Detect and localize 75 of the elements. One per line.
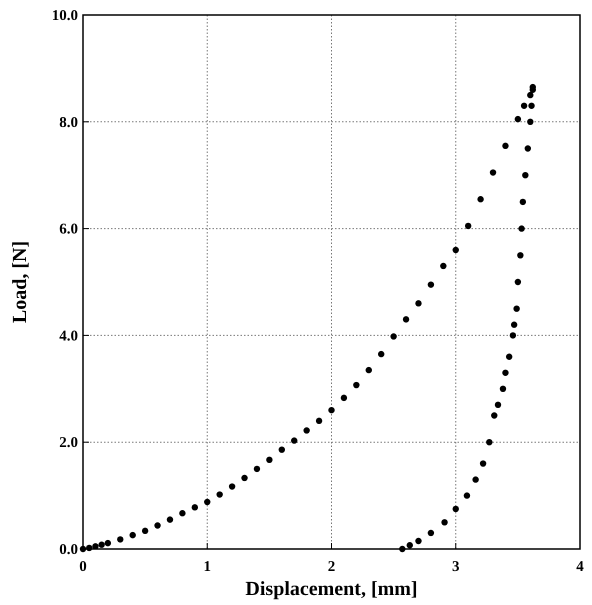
- y-axis-title: Load, [N]: [9, 240, 31, 324]
- point: [166, 516, 174, 523]
- point: [472, 476, 479, 483]
- point: [513, 306, 520, 312]
- x-tick-label: 0: [79, 559, 87, 575]
- point: [406, 542, 413, 548]
- point: [130, 532, 136, 538]
- y-tick-label: 2.0: [59, 435, 78, 452]
- point: [415, 300, 422, 307]
- point: [254, 466, 260, 472]
- point: [328, 406, 335, 414]
- point: [402, 316, 410, 323]
- point: [477, 196, 484, 202]
- point: [518, 225, 525, 232]
- x-tick-label: 2: [328, 559, 336, 575]
- point: [378, 350, 384, 358]
- point: [440, 262, 447, 270]
- point: [510, 332, 516, 339]
- point: [142, 528, 148, 534]
- point: [452, 506, 459, 512]
- y-tick-label: 0.0: [59, 542, 78, 558]
- point: [464, 492, 470, 499]
- y-tick-label: 10.0: [52, 8, 78, 24]
- point: [527, 92, 534, 98]
- y-tick-label: 8.0: [59, 114, 78, 131]
- point: [266, 456, 273, 464]
- point: [154, 522, 161, 529]
- point: [464, 222, 472, 230]
- point: [216, 491, 223, 498]
- point: [480, 460, 486, 467]
- point: [441, 519, 448, 526]
- y-tick-label: 6.0: [59, 222, 78, 238]
- point: [179, 510, 186, 516]
- point: [517, 252, 524, 258]
- x-tick-label: 1: [204, 559, 211, 575]
- point: [415, 538, 422, 544]
- x-tick-label: 3: [452, 559, 460, 575]
- point: [117, 536, 124, 543]
- point: [241, 474, 248, 482]
- point: [390, 333, 397, 340]
- point: [524, 145, 532, 152]
- x-tick-label: 4: [576, 559, 584, 575]
- point: [491, 412, 498, 419]
- point: [278, 446, 285, 453]
- point: [452, 246, 459, 254]
- point: [510, 322, 518, 328]
- point: [340, 394, 348, 402]
- point: [514, 278, 522, 286]
- point: [291, 437, 298, 444]
- point: [522, 172, 529, 178]
- point: [428, 530, 434, 536]
- point: [520, 198, 526, 206]
- point: [204, 498, 210, 506]
- point: [502, 370, 509, 376]
- point: [520, 102, 528, 109]
- point: [506, 354, 512, 360]
- point: [514, 116, 522, 122]
- point: [316, 418, 322, 424]
- x-axis-title: Displacement, [mm]: [245, 578, 418, 600]
- point: [486, 439, 492, 446]
- point: [500, 386, 506, 392]
- point: [528, 102, 535, 109]
- point: [527, 118, 534, 125]
- point: [192, 504, 198, 511]
- point: [494, 402, 502, 408]
- point: [490, 169, 496, 176]
- point: [303, 427, 310, 434]
- point: [98, 542, 105, 548]
- point: [366, 366, 372, 374]
- point: [428, 281, 434, 288]
- point: [228, 483, 236, 490]
- point: [353, 382, 360, 388]
- point: [502, 142, 509, 150]
- point: [104, 540, 112, 546]
- y-tick-label: 4.0: [59, 328, 78, 344]
